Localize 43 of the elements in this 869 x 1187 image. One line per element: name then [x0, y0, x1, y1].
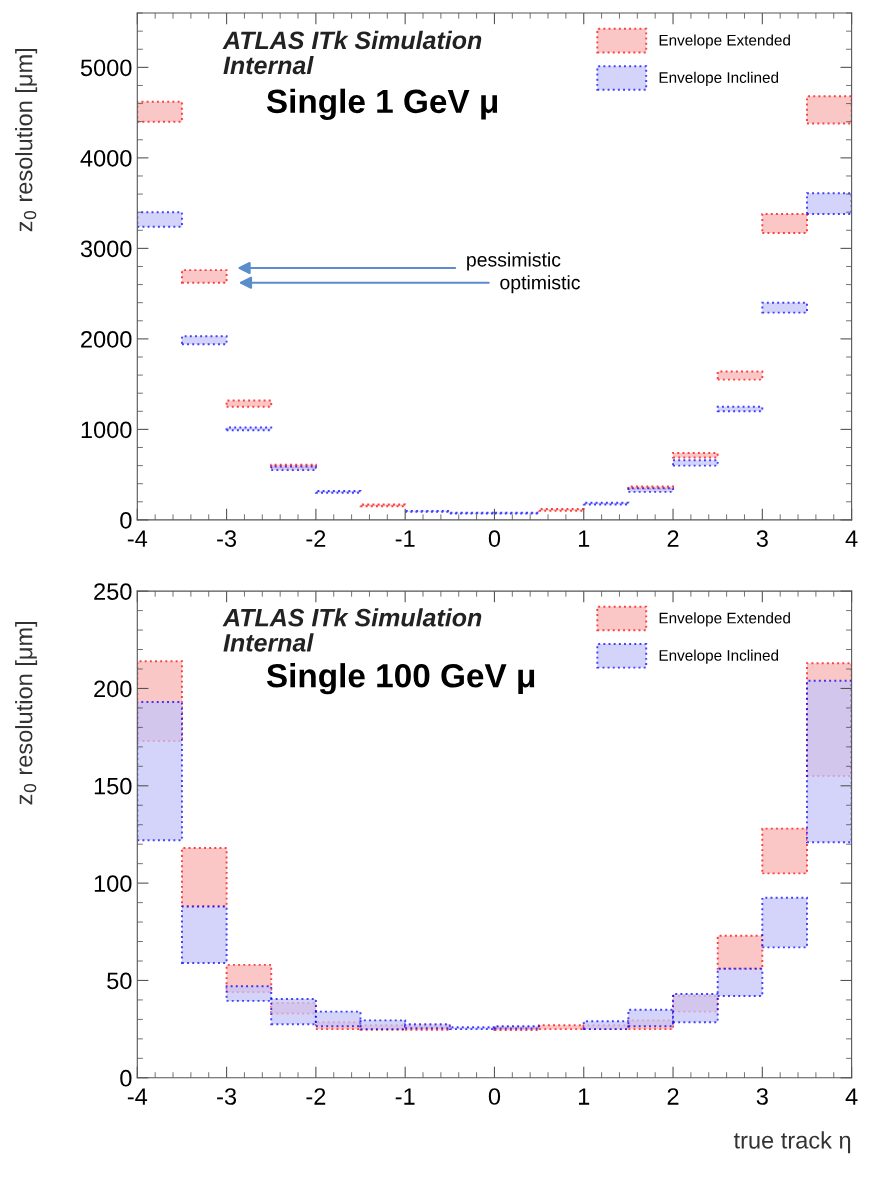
y-tick-label: 0 — [120, 1069, 132, 1087]
y-tick-label: 100 — [94, 875, 132, 892]
x-tick-label: -3 — [217, 1088, 237, 1105]
annotation: ATLAS ITk Simulation Internal — [222, 608, 482, 652]
x-tick-label: -4 — [127, 1088, 148, 1105]
y-tick-label: 0 — [120, 511, 132, 529]
y-tick-label: 2000 — [81, 330, 132, 348]
y-tick-label: 250 — [94, 583, 132, 600]
annotation: ATLAS ITk Simulation Internal — [222, 30, 482, 75]
y-tick-label: 50 — [107, 972, 132, 990]
y-tick-label: 200 — [94, 680, 132, 698]
annotation: pessimistic — [467, 252, 561, 271]
x-tick-label: -2 — [306, 1088, 326, 1105]
y-tick-label: 3000 — [80, 240, 132, 258]
x-tick-label: -4 — [127, 530, 148, 547]
y-tick-label: 4000 — [80, 149, 132, 167]
x-tick-label: 1 — [578, 530, 590, 547]
x-tick-label: 0 — [488, 530, 501, 547]
x-tick-label: -1 — [395, 530, 415, 547]
x-tick-label: 1 — [578, 1088, 590, 1105]
y-tick-label: 5000 — [80, 59, 132, 77]
legend-label: Envelope Inclined — [659, 649, 779, 664]
x-tick-label: -3 — [217, 530, 237, 547]
x-tick-label: -1 — [395, 1088, 415, 1105]
x-tick-label: 3 — [756, 1088, 768, 1105]
legend-label: Envelope Extended — [659, 34, 790, 49]
x-axis-title: true track η — [733, 1131, 851, 1154]
y-axis-title: z$_{0}$ resolution [μm] — [15, 621, 38, 805]
legend-label: Envelope Extended — [659, 612, 790, 627]
legend-label: Envelope Inclined — [659, 71, 779, 86]
y-tick-label: 1000 — [81, 421, 132, 439]
x-tick-label: 4 — [845, 1088, 858, 1105]
x-tick-label: -2 — [306, 530, 326, 547]
x-tick-label: 2 — [667, 530, 679, 547]
y-axis-title: z$_{0}$ resolution [μm] — [15, 48, 38, 232]
x-tick-label: 2 — [667, 1088, 679, 1105]
x-tick-label: 4 — [845, 530, 858, 547]
annotation: optimistic — [500, 275, 580, 294]
text: Single 1 GeV μ — [266, 88, 498, 120]
x-tick-label: 3 — [756, 530, 768, 547]
y-tick-label: 150 — [94, 777, 132, 795]
text: Single 100 GeV μ — [266, 663, 535, 695]
x-tick-label: 0 — [488, 1088, 501, 1105]
